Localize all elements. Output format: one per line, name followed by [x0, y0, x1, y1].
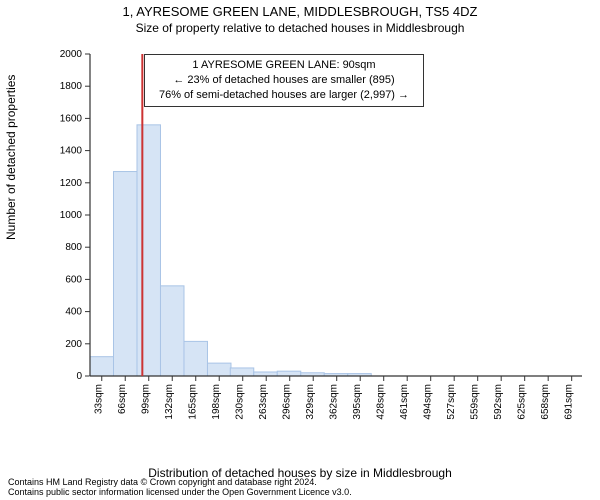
- svg-text:1600: 1600: [60, 113, 83, 124]
- x-tick-label: 66sqm: [117, 384, 128, 414]
- x-tick-label: 362sqm: [329, 384, 340, 420]
- x-tick-label: 527sqm: [446, 384, 457, 420]
- histogram-bar: [254, 372, 277, 376]
- x-tick-label: 329sqm: [305, 384, 316, 420]
- histogram-bar: [137, 125, 160, 376]
- annotation-line-3: 76% of semi-detached houses are larger (…: [151, 88, 417, 103]
- svg-text:1200: 1200: [60, 178, 83, 189]
- chart-subtitle: Size of property relative to detached ho…: [0, 21, 600, 37]
- x-tick-label: 625sqm: [517, 384, 528, 420]
- svg-text:1800: 1800: [60, 81, 83, 92]
- x-tick-label: 165sqm: [188, 384, 199, 420]
- histogram-bar: [184, 341, 207, 376]
- x-tick-label: 428sqm: [376, 384, 387, 420]
- svg-text:2000: 2000: [60, 49, 83, 60]
- x-tick-label: 99sqm: [141, 384, 152, 414]
- histogram-bar: [207, 363, 230, 376]
- svg-text:400: 400: [65, 307, 82, 318]
- attribution-text: Contains HM Land Registry data © Crown c…: [8, 478, 352, 498]
- histogram-bar: [277, 371, 300, 376]
- plot-region: 0 200 400 600 800 1000 1200 1400 1600 1800 2000 33s…: [58, 48, 586, 428]
- x-tick-label: 33sqm: [94, 384, 105, 414]
- x-tick-label: 592sqm: [493, 384, 504, 420]
- x-tick-label: 658sqm: [540, 384, 551, 420]
- svg-text:0: 0: [76, 371, 82, 382]
- y-axis-label: Number of detached properties: [4, 75, 18, 240]
- svg-text:600: 600: [65, 274, 82, 285]
- annotation-line-2: ← 23% of detached houses are smaller (89…: [151, 73, 417, 88]
- attribution-line-2: Contains public sector information licen…: [8, 488, 352, 498]
- svg-text:800: 800: [65, 242, 82, 253]
- svg-text:1400: 1400: [60, 146, 83, 157]
- chart-container: 1, AYRESOME GREEN LANE, MIDDLESBROUGH, T…: [0, 0, 600, 500]
- histogram-bar: [230, 368, 253, 376]
- histogram-bar: [90, 357, 113, 376]
- x-tick-label: 230sqm: [235, 384, 246, 420]
- x-tick-label: 296sqm: [282, 384, 293, 420]
- x-tick-label: 198sqm: [211, 384, 222, 420]
- histogram-bar: [160, 286, 183, 376]
- x-tick-label: 559sqm: [470, 384, 481, 420]
- x-tick-label: 395sqm: [352, 384, 363, 420]
- chart-title: 1, AYRESOME GREEN LANE, MIDDLESBROUGH, T…: [0, 0, 600, 21]
- x-tick-label: 691sqm: [564, 384, 575, 420]
- x-tick-label: 461sqm: [399, 384, 410, 420]
- x-tick-label: 132sqm: [164, 384, 175, 420]
- svg-text:200: 200: [65, 339, 82, 350]
- annotation-line-1: 1 AYRESOME GREEN LANE: 90sqm: [151, 58, 417, 73]
- x-tick-label: 494sqm: [423, 384, 434, 420]
- annotation-box: 1 AYRESOME GREEN LANE: 90sqm ← 23% of de…: [144, 54, 424, 107]
- x-tick-label: 263sqm: [258, 384, 269, 420]
- histogram-bar: [113, 172, 136, 376]
- svg-text:1000: 1000: [60, 210, 83, 221]
